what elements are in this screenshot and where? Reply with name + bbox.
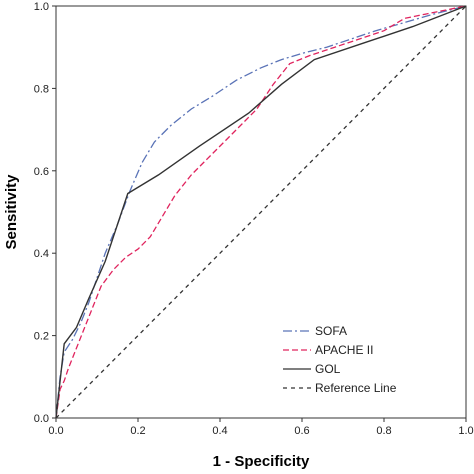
x-tick-label: 1.0 [458, 425, 473, 437]
legend-label-apache-ii: APACHE II [315, 343, 373, 357]
series-line-apache-ii [55, 5, 467, 419]
legend: SOFA APACHE II GOL Reference Line [283, 324, 397, 395]
plot-frame [55, 5, 467, 419]
y-tick-label: 0.4 [34, 248, 49, 260]
series-line-reference-line [55, 5, 467, 419]
x-tick-label: 0.0 [48, 425, 63, 437]
x-tick-label: 0.2 [130, 425, 145, 437]
series-line-sofa [55, 5, 467, 419]
legend-label-sofa: SOFA [315, 324, 347, 338]
y-tick-label: 0.2 [34, 331, 49, 343]
axis-ticks: 0.0 0.2 0.4 0.6 0.8 1.0 0.0 0.2 0.4 0.6 0.8 1.0 [34, 1, 474, 437]
series-line-gol [55, 5, 467, 419]
x-tick-label: 0.6 [294, 425, 309, 437]
y-tick-label: 0.8 [34, 83, 49, 95]
y-tick-label: 1.0 [34, 1, 49, 13]
y-tick-label: 0.0 [34, 413, 49, 425]
y-tick-label: 0.6 [34, 166, 49, 178]
y-axis-title: Sensitivity [3, 174, 20, 250]
x-tick-label: 0.8 [376, 425, 391, 437]
x-tick-label: 0.4 [212, 425, 227, 437]
series-group [55, 5, 467, 419]
legend-label-reference-line: Reference Line [315, 381, 397, 395]
legend-label-gol: GOL [315, 362, 341, 376]
x-axis-title: 1 - Specificity [213, 453, 310, 470]
